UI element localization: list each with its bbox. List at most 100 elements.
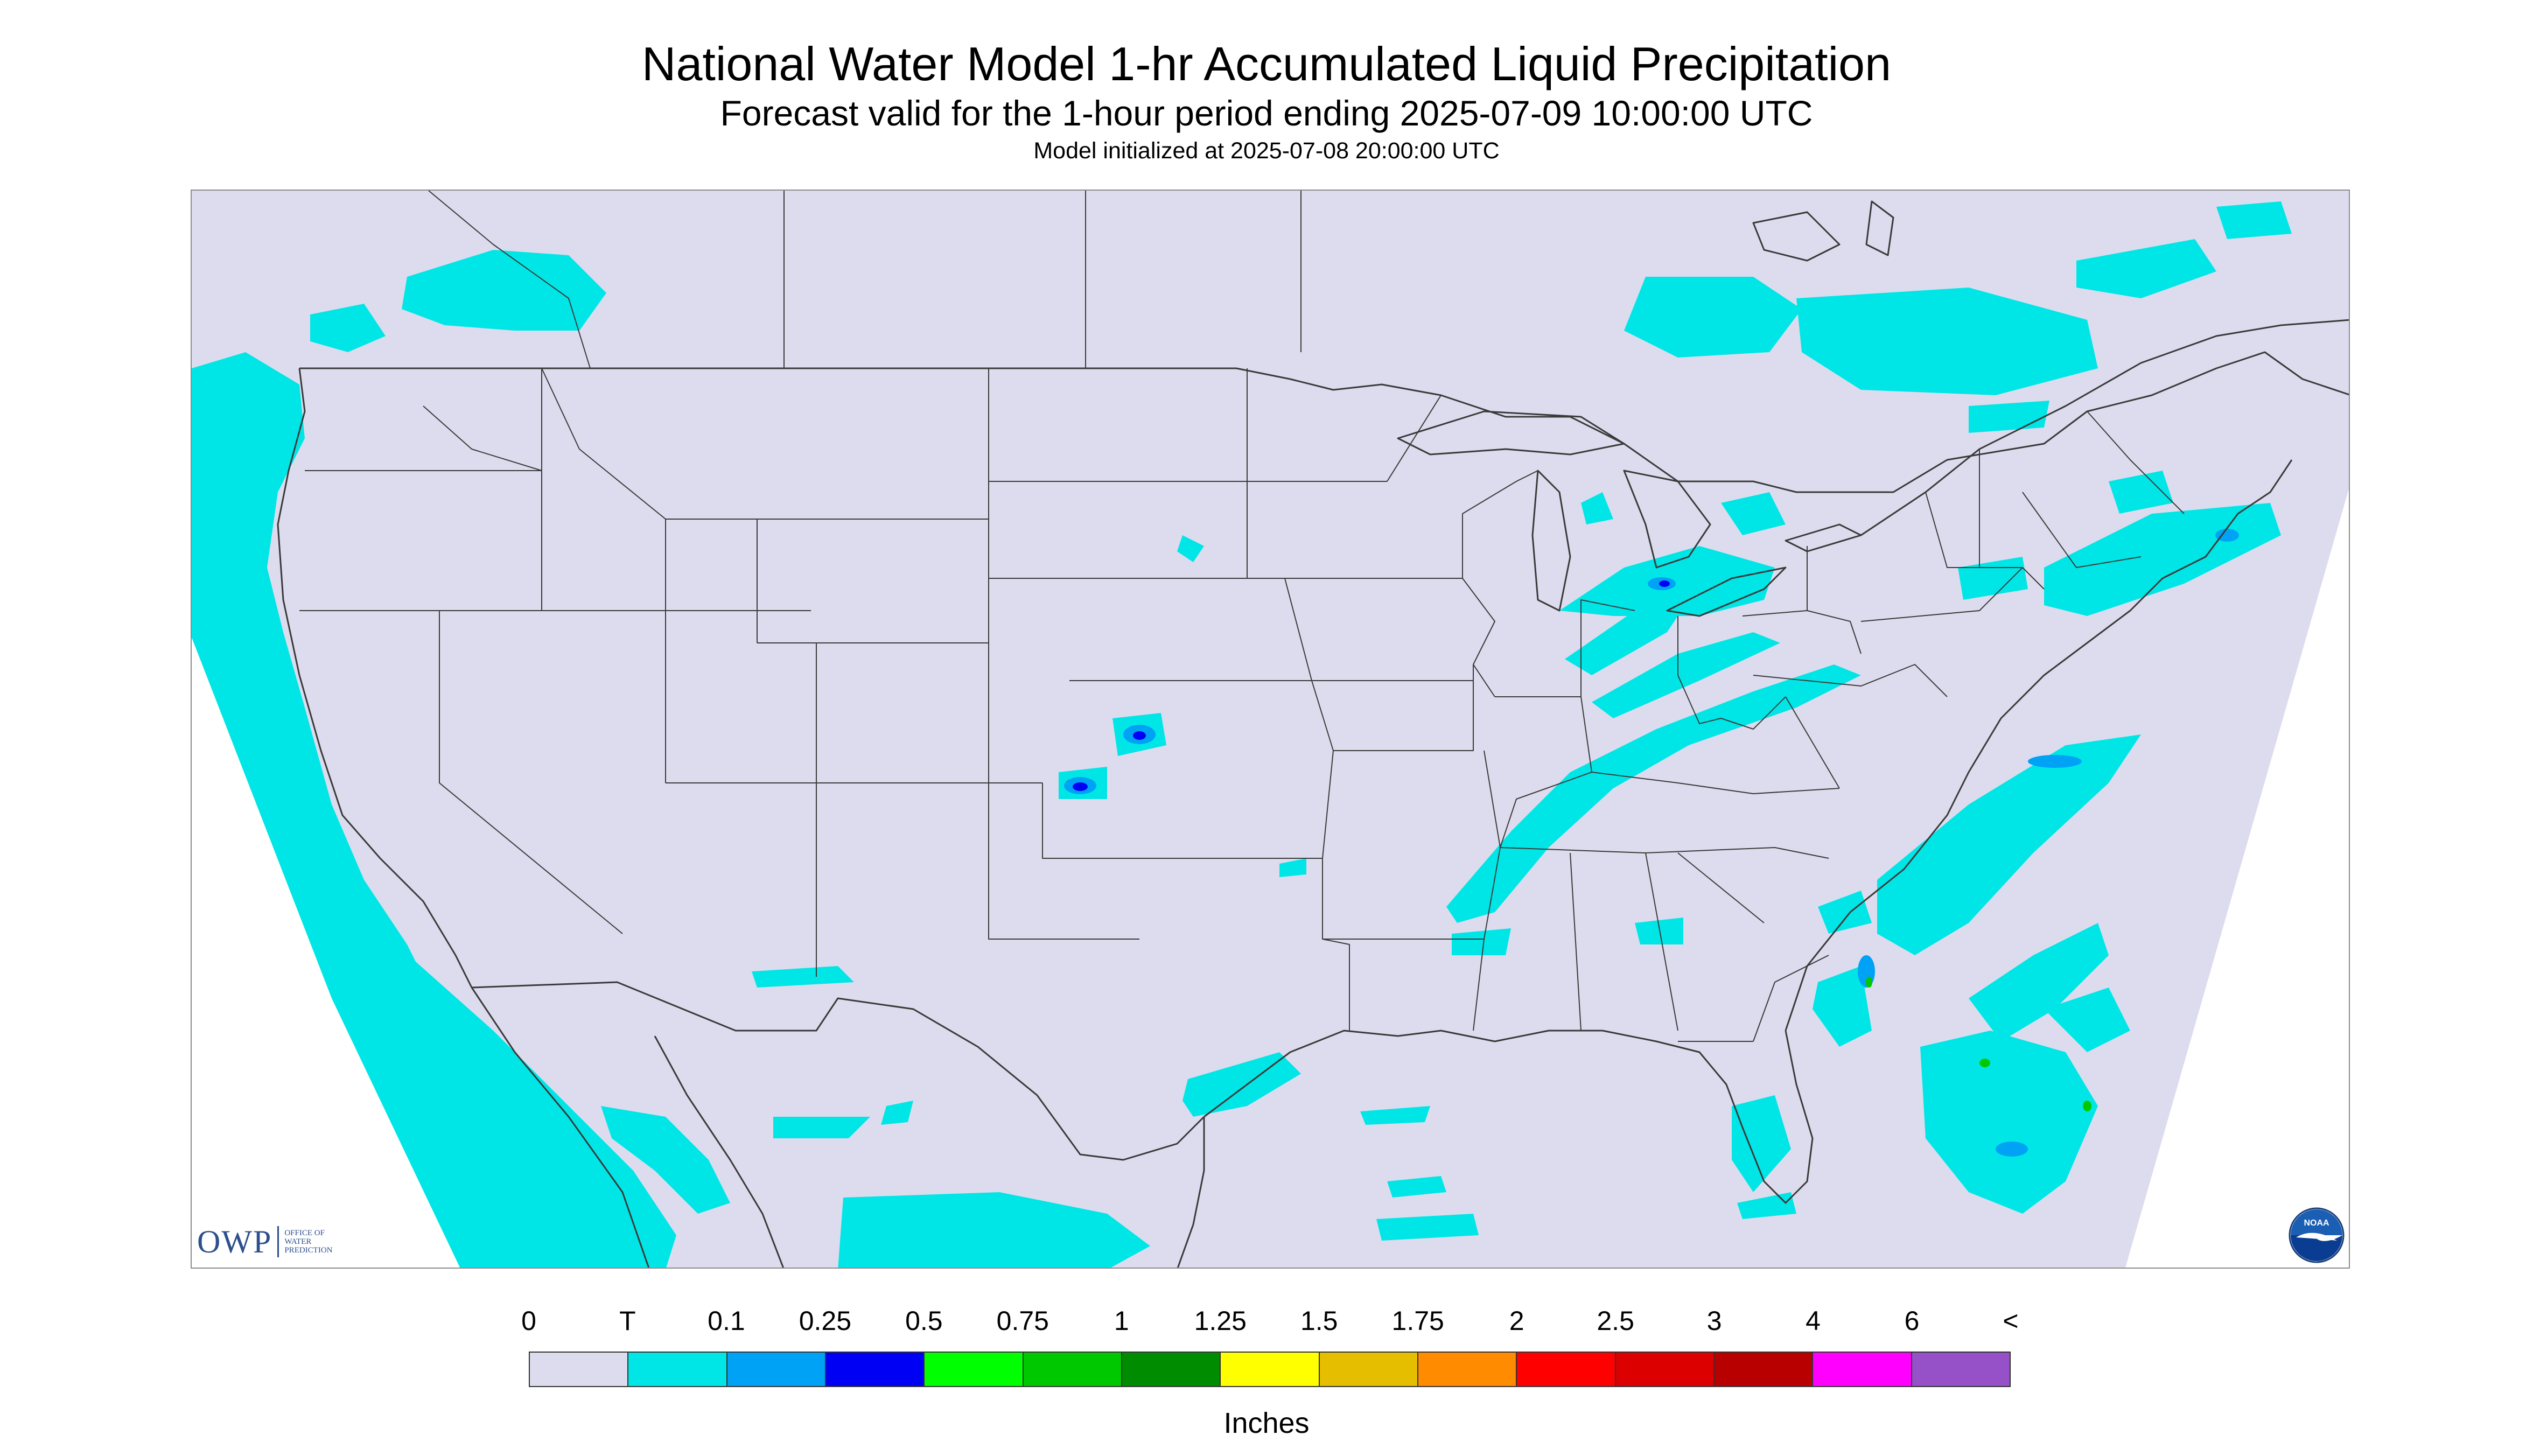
- map-canvas: [192, 191, 2349, 1268]
- legend-label-6: 1: [1114, 1306, 1129, 1336]
- owp-separator: [277, 1226, 279, 1257]
- precip-bc-2: [310, 304, 386, 352]
- precip-atlantic-4: [2044, 988, 2130, 1052]
- legend-label-3: 0.25: [799, 1306, 852, 1336]
- mexico-mainland: [654, 1035, 785, 1268]
- legend-colorbar: [529, 1352, 2011, 1387]
- legend-label-7: 1.25: [1194, 1306, 1247, 1336]
- legend-units: Inches: [1223, 1407, 1310, 1439]
- legend-label-8: 1.5: [1300, 1306, 1338, 1336]
- noaa-emblem-icon: NOAA: [2289, 1207, 2345, 1263]
- legend-label-0: 0: [521, 1306, 536, 1336]
- west-coast: [277, 368, 473, 988]
- precip-in-line: [1565, 600, 1689, 675]
- lake-michigan: [1531, 470, 1571, 612]
- precip-tx-coast: [1182, 1052, 1301, 1117]
- legend-swatch-12: [1714, 1353, 1814, 1386]
- lake-erie: [1666, 566, 1787, 617]
- precip-ne: [1177, 535, 1204, 562]
- precip-oh-line: [1592, 632, 1780, 718]
- precip-moderate-layer: [1073, 580, 1670, 791]
- legend-swatch-4: [925, 1353, 1024, 1386]
- precip-mex-2: [773, 1117, 870, 1138]
- gulf-coast: [1203, 1030, 1814, 1204]
- map-title: National Water Model 1-hr Accumulated Li…: [641, 37, 1892, 90]
- precip-la: [1452, 928, 1511, 955]
- model-init-text: Model initialized at 2025-07-08 20:00:00…: [1033, 138, 1500, 164]
- legend-label-15: <: [2003, 1306, 2019, 1336]
- precip-core-mi-b: [1659, 580, 1670, 587]
- precip-core-ma: [2215, 529, 2239, 542]
- precip-core-atl: [2028, 755, 2082, 768]
- precip-core-ks-b: [1133, 731, 1146, 740]
- precip-mi-2: [1721, 492, 1786, 535]
- mexico-gulf-coast: [1177, 1117, 1205, 1268]
- legend-label-11: 2.5: [1597, 1306, 1634, 1336]
- precip-gulf-2: [1360, 1106, 1430, 1125]
- legend-labels: 0 T 0.1 0.25 0.5 0.75 1 1.25 1.5 1.75 2 2.5 3 4 6 <: [0, 1305, 2533, 1343]
- legend-swatch-13: [1813, 1353, 1912, 1386]
- precipitation-map: [191, 190, 2350, 1269]
- precip-fl: [1732, 1095, 1791, 1192]
- precip-nm: [752, 966, 854, 988]
- legend-label-12: 3: [1706, 1306, 1722, 1336]
- owp-full-name: OFFICE OF WATER PREDICTION: [284, 1229, 333, 1255]
- precip-bc: [402, 250, 606, 331]
- precip-pacific-offshore: [386, 944, 676, 1268]
- precip-core-sc-g: [1866, 977, 1872, 988]
- legend-swatch-5: [1023, 1353, 1122, 1386]
- map-domain: [192, 191, 2349, 1268]
- precip-ok: [1279, 858, 1306, 877]
- lake-huron: [1623, 470, 1711, 569]
- precip-mi-3: [1581, 492, 1613, 524]
- precip-quebec-2: [2076, 239, 2216, 298]
- precip-mex-1: [838, 1192, 1150, 1268]
- legend-label-9: 1.75: [1391, 1306, 1444, 1336]
- precip-core-atl-g: [1979, 1059, 1990, 1067]
- st-lawrence: [1860, 319, 2349, 536]
- precip-atlantic-2: [1969, 923, 2109, 1041]
- us-canada-border: [299, 351, 2349, 493]
- precip-ga: [1635, 918, 1683, 944]
- lake-superior: [1397, 410, 1625, 456]
- precip-fl-east: [1813, 966, 1872, 1047]
- legend-label-13: 4: [1806, 1306, 1821, 1336]
- us-mexico-border: [471, 981, 1205, 1161]
- map-subtitle: Forecast valid for the 1-hour period end…: [720, 93, 1813, 133]
- legend-label-4: 0.5: [905, 1306, 943, 1336]
- precip-me: [2109, 471, 2173, 514]
- atlantic-coast: [1785, 459, 2293, 1031]
- legend-swatch-6: [1122, 1353, 1221, 1386]
- precip-ontario: [1624, 277, 1802, 358]
- precip-gulf-ca: [601, 1106, 730, 1214]
- legend-swatch-11: [1615, 1353, 1715, 1386]
- precip-atlantic-3: [1920, 1031, 2098, 1214]
- baja-coast: [471, 987, 650, 1268]
- legend-swatch-2: [727, 1353, 826, 1386]
- precip-core-atl2: [1996, 1142, 2028, 1157]
- legend-swatch-9: [1418, 1353, 1517, 1386]
- state-boundary-layer: [299, 191, 2185, 1042]
- legend-swatch-0: [530, 1353, 629, 1386]
- legend-swatch-8: [1319, 1353, 1418, 1386]
- owp-abbrev: OWP: [197, 1223, 272, 1259]
- legend-swatch-7: [1221, 1353, 1320, 1386]
- legend-label-1: T: [619, 1306, 636, 1336]
- precip-gulf-1: [1387, 1176, 1446, 1198]
- precip-ms-line: [1446, 664, 1861, 923]
- noaa-text: NOAA: [2304, 1219, 2329, 1228]
- owp-logo: OWP OFFICE OF WATER PREDICTION: [197, 1224, 333, 1259]
- precip-trace-layer: [192, 201, 2292, 1268]
- james-bay: [1865, 200, 1894, 256]
- legend-swatch-10: [1517, 1353, 1616, 1386]
- precip-heavy-layer: [1866, 977, 2091, 1111]
- legend-label-10: 2: [1509, 1306, 1524, 1336]
- precip-carolina: [1818, 891, 1872, 934]
- precip-gulf-3: [1376, 1214, 1479, 1241]
- legend-swatch-14: [1912, 1353, 2010, 1386]
- precip-pacific-band: [192, 352, 600, 1268]
- precip-quebec: [1796, 288, 2098, 395]
- precip-mex-3: [881, 1101, 913, 1125]
- precip-atlantic: [1877, 734, 2141, 955]
- legend-swatch-1: [628, 1353, 727, 1386]
